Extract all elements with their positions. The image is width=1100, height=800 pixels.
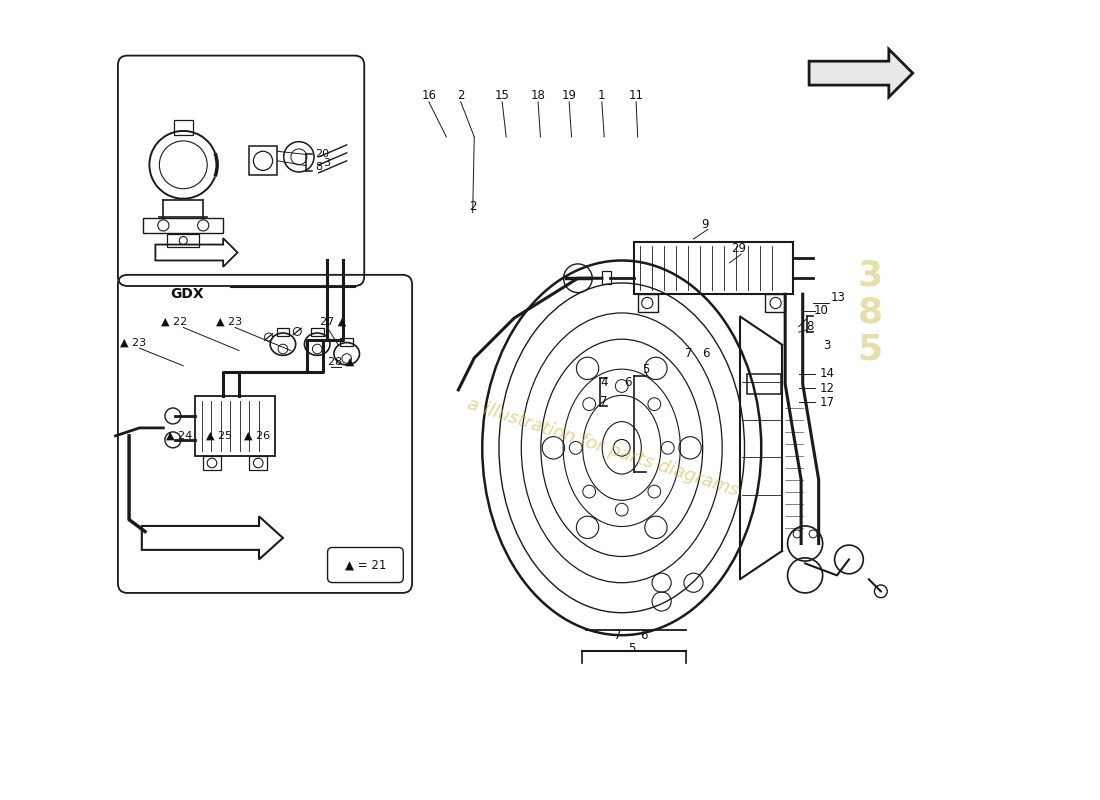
Text: ▲ 25: ▲ 25 (206, 431, 232, 441)
Text: 29: 29 (732, 242, 747, 255)
Text: 6: 6 (625, 376, 631, 389)
Text: 7: 7 (685, 347, 693, 360)
Polygon shape (810, 50, 913, 97)
Bar (204, 456, 221, 470)
Bar (747, 374, 781, 394)
Bar (311, 328, 323, 336)
Text: 15: 15 (495, 89, 509, 102)
Bar (602, 271, 612, 284)
Text: 3: 3 (322, 158, 330, 168)
Text: 7: 7 (614, 630, 622, 642)
Text: 18: 18 (530, 89, 546, 102)
Text: 28 ▲: 28 ▲ (328, 357, 354, 366)
Bar (167, 234, 199, 247)
Text: 1: 1 (598, 89, 606, 102)
Text: 3: 3 (823, 339, 830, 352)
Text: 6: 6 (703, 347, 710, 360)
Text: ▲ = 21: ▲ = 21 (345, 558, 386, 571)
Text: 12: 12 (820, 382, 835, 394)
Text: ▲ 26: ▲ 26 (244, 431, 271, 441)
Text: 11: 11 (628, 89, 643, 102)
Text: ▲ 24: ▲ 24 (166, 431, 192, 441)
Text: ▲ 22: ▲ 22 (161, 317, 187, 327)
Text: 4: 4 (601, 376, 608, 389)
Bar (174, 120, 192, 134)
Text: 8: 8 (806, 320, 814, 333)
Text: 27 ▲: 27 ▲ (320, 317, 346, 327)
Text: 7: 7 (601, 395, 608, 408)
Text: a illustration for parts diagrams: a illustration for parts diagrams (464, 395, 740, 500)
Text: 10: 10 (814, 304, 828, 318)
Text: 19: 19 (562, 89, 576, 102)
Bar (143, 218, 223, 233)
Text: GDX: GDX (170, 287, 205, 301)
Text: 17: 17 (820, 396, 835, 409)
Text: ▲ 23: ▲ 23 (120, 338, 146, 347)
Text: 2: 2 (469, 200, 476, 213)
Bar (195, 396, 275, 456)
Bar (766, 294, 785, 312)
Bar (638, 294, 658, 312)
Bar (276, 328, 289, 336)
Bar (340, 338, 353, 346)
Text: 3
8
5: 3 8 5 (858, 258, 882, 366)
Text: 20: 20 (315, 150, 329, 159)
Text: 16: 16 (421, 89, 437, 102)
Text: 6: 6 (640, 630, 648, 642)
Text: 2: 2 (456, 89, 464, 102)
Text: 8: 8 (315, 162, 322, 172)
Text: 5: 5 (642, 363, 649, 376)
Text: 13: 13 (832, 291, 846, 305)
Bar (250, 456, 267, 470)
Bar (634, 242, 793, 294)
Text: 5: 5 (628, 642, 636, 655)
Text: 14: 14 (820, 367, 835, 380)
Text: 9: 9 (702, 218, 710, 231)
Text: ▲ 23: ▲ 23 (217, 317, 243, 327)
Bar (249, 146, 277, 175)
